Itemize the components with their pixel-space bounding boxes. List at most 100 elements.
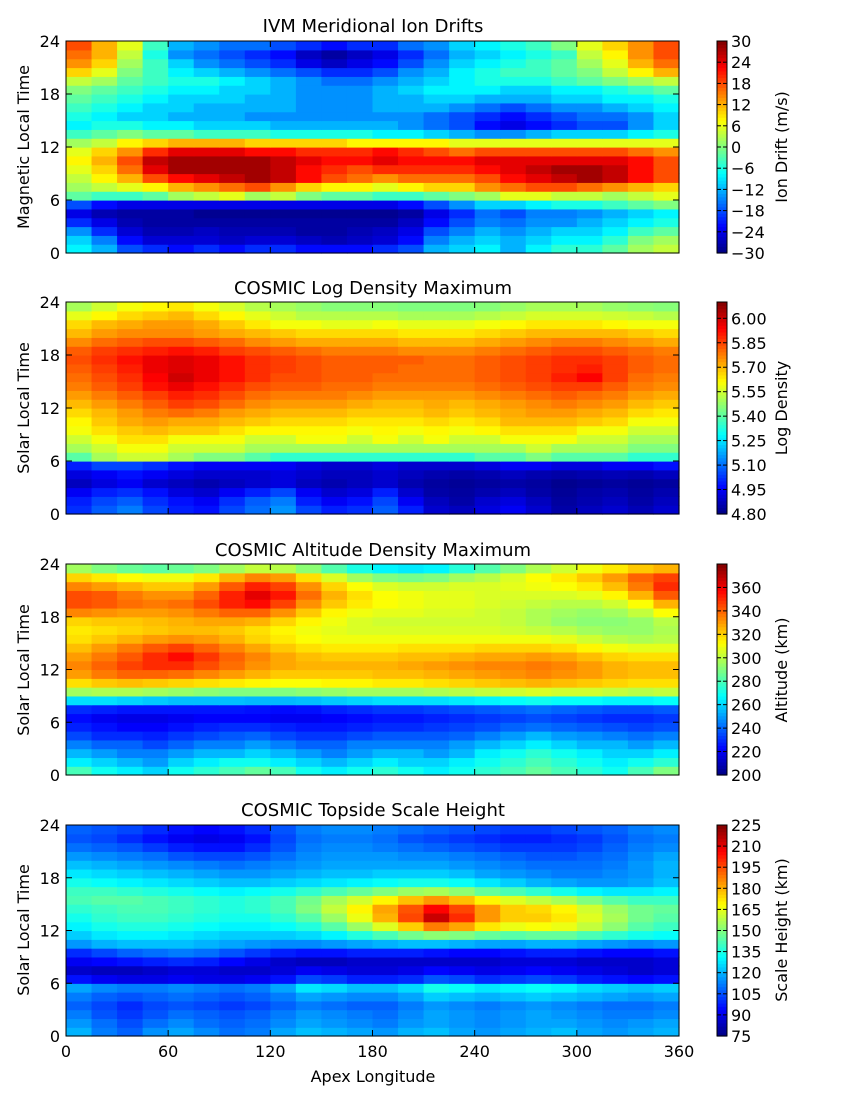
heatmap-cell bbox=[193, 138, 220, 148]
heatmap-cell bbox=[423, 625, 450, 635]
heatmap-cell bbox=[142, 478, 169, 489]
heatmap-cell bbox=[474, 607, 501, 618]
heatmap-cell bbox=[117, 505, 144, 515]
heatmap-cell bbox=[653, 634, 680, 644]
heatmap-cell bbox=[142, 607, 169, 618]
heatmap-cell bbox=[474, 155, 501, 166]
heatmap-cell bbox=[525, 687, 552, 697]
heatmap-cell bbox=[525, 851, 552, 861]
heatmap-cell bbox=[219, 319, 246, 330]
heatmap-cell bbox=[270, 607, 297, 618]
heatmap-cell bbox=[295, 842, 323, 852]
heatmap-cell bbox=[449, 713, 476, 723]
colorbar-segment bbox=[717, 695, 727, 700]
colorbar-segment bbox=[717, 900, 727, 905]
heatmap-cell bbox=[193, 1000, 220, 1011]
heatmap-cell bbox=[117, 49, 144, 60]
heatmap-cell bbox=[244, 921, 271, 932]
heatmap-cell bbox=[500, 877, 527, 888]
colorbar-segment bbox=[717, 854, 727, 859]
heatmap-cell bbox=[142, 217, 169, 228]
heatmap-cell bbox=[372, 85, 399, 95]
heatmap-cell bbox=[66, 1027, 93, 1037]
heatmap-cell bbox=[449, 766, 476, 776]
heatmap-cell bbox=[372, 965, 399, 976]
heatmap-cell bbox=[66, 912, 93, 923]
heatmap-cell bbox=[346, 217, 374, 228]
heatmap-cell bbox=[372, 496, 399, 506]
heatmap-cell bbox=[525, 643, 552, 653]
heatmap-cell bbox=[576, 625, 603, 635]
colorbar-segment bbox=[717, 94, 727, 98]
heatmap-cell bbox=[168, 634, 195, 644]
heatmap-cell bbox=[219, 235, 246, 245]
heatmap-cell bbox=[270, 346, 297, 356]
heatmap-cell bbox=[142, 939, 169, 949]
heatmap-cell bbox=[423, 363, 450, 374]
x-tick-label: 240 bbox=[459, 1042, 490, 1061]
colorbar-segment bbox=[717, 417, 727, 422]
heatmap-cell bbox=[142, 226, 169, 236]
heatmap-cell bbox=[168, 842, 195, 852]
heatmap-cell bbox=[500, 390, 527, 400]
heatmap-cell bbox=[168, 651, 195, 662]
heatmap-cell bbox=[525, 748, 552, 759]
heatmap-cell bbox=[576, 572, 603, 583]
heatmap-cell bbox=[525, 173, 552, 183]
heatmap-cell bbox=[270, 948, 297, 958]
heatmap-cell bbox=[602, 208, 629, 219]
heatmap-cell bbox=[423, 191, 450, 201]
heatmap-cell bbox=[66, 302, 93, 312]
heatmap-cell bbox=[372, 217, 399, 228]
y-tick-label: 12 bbox=[40, 138, 60, 157]
heatmap-cell bbox=[500, 328, 527, 338]
heatmap-cell bbox=[91, 381, 118, 391]
heatmap-cell bbox=[346, 337, 374, 347]
heatmap-cell bbox=[551, 337, 578, 347]
heatmap-cell bbox=[91, 886, 118, 896]
colorbar-segment bbox=[717, 1009, 727, 1014]
heatmap-cell bbox=[653, 164, 680, 175]
heatmap-cell bbox=[372, 399, 399, 409]
colorbar-segment bbox=[717, 84, 727, 88]
heatmap-cell bbox=[142, 208, 169, 219]
heatmap-cell bbox=[346, 833, 374, 844]
heatmap-cell bbox=[576, 912, 603, 923]
heatmap-cell bbox=[117, 372, 144, 383]
heatmap-cell bbox=[576, 355, 603, 365]
heatmap-cell bbox=[142, 965, 169, 976]
heatmap-cell bbox=[346, 129, 374, 139]
heatmap-cell bbox=[653, 200, 680, 210]
colorbar-segment bbox=[717, 441, 727, 446]
heatmap-cell bbox=[602, 842, 629, 852]
heatmap-cell bbox=[474, 983, 501, 993]
heatmap-cell bbox=[270, 860, 297, 870]
heatmap-cell bbox=[398, 155, 425, 166]
colorbar-segment bbox=[717, 976, 727, 981]
heatmap-cell bbox=[576, 1000, 603, 1011]
heatmap-cell bbox=[244, 94, 271, 104]
heatmap-cell bbox=[500, 138, 527, 148]
heatmap-cell bbox=[551, 58, 578, 69]
heatmap-cell bbox=[321, 921, 348, 932]
heatmap-cell bbox=[117, 138, 144, 148]
heatmap-cell bbox=[295, 461, 323, 471]
heatmap-cell bbox=[295, 85, 323, 95]
heatmap-cell bbox=[117, 564, 144, 574]
heatmap-cell bbox=[193, 173, 220, 183]
heatmap-cell bbox=[142, 85, 169, 95]
heatmap-cell bbox=[244, 49, 271, 60]
heatmap-cell bbox=[117, 173, 144, 183]
heatmap-cell bbox=[193, 912, 220, 923]
heatmap-cell bbox=[500, 505, 527, 515]
heatmap-cell bbox=[142, 302, 169, 312]
heatmap-cell bbox=[576, 904, 603, 914]
colorbar-segment bbox=[717, 851, 727, 856]
heatmap-cell bbox=[117, 1009, 144, 1020]
heatmap-cell bbox=[627, 886, 655, 896]
heatmap-cell bbox=[576, 191, 603, 201]
colorbar-segment bbox=[717, 881, 727, 885]
heatmap-cell bbox=[423, 319, 450, 330]
heatmap-cell bbox=[219, 687, 246, 697]
heatmap-cell bbox=[627, 487, 655, 497]
